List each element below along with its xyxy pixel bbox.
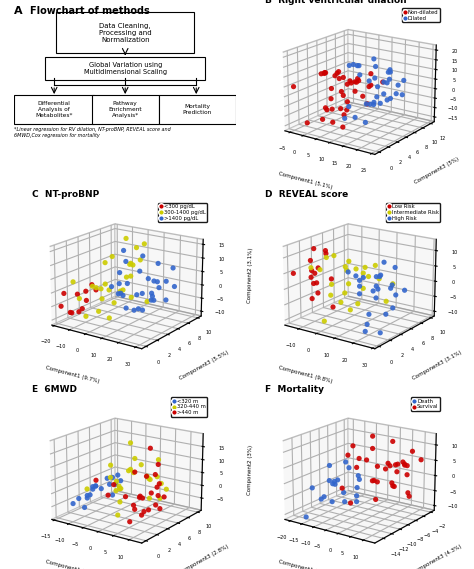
Y-axis label: Component3 (5.5%): Component3 (5.5%): [179, 350, 229, 381]
Text: Global Variation using
Multidimensional Scaling: Global Variation using Multidimensional …: [83, 62, 167, 75]
Y-axis label: Component3 (2.8%): Component3 (2.8%): [179, 544, 229, 569]
X-axis label: Component1 (9.2%): Component1 (9.2%): [45, 559, 100, 569]
FancyBboxPatch shape: [92, 95, 158, 124]
FancyBboxPatch shape: [56, 13, 194, 53]
FancyBboxPatch shape: [158, 95, 236, 124]
Text: D  REVEAL score: D REVEAL score: [265, 190, 348, 199]
Text: Pathway
Enrichment
Analysis*: Pathway Enrichment Analysis*: [109, 101, 142, 118]
X-axis label: Component1 (9.8%): Component1 (9.8%): [278, 365, 333, 384]
Text: F  Mortality: F Mortality: [265, 385, 324, 394]
Legend: <320 m, 320-440 m, >440 m: <320 m, 320-440 m, >440 m: [171, 397, 207, 417]
Text: B  Right ventricular dilation: B Right ventricular dilation: [265, 0, 407, 5]
Legend: <300 pg/dL, 300-1400 pg/dL, >1400 pg/dL: <300 pg/dL, 300-1400 pg/dL, >1400 pg/dL: [158, 203, 207, 222]
Text: E  6MWD: E 6MWD: [32, 385, 77, 394]
Text: *Linear regression for RV dilation, NT-proBNP, REVEAL score and
6MWD,Cox regress: *Linear regression for RV dilation, NT-p…: [14, 127, 171, 138]
X-axis label: Component1 (9.6%): Component1 (9.6%): [278, 559, 333, 569]
Y-axis label: Component3 (4.3%): Component3 (4.3%): [411, 544, 463, 569]
Text: C  NT-proBNP: C NT-proBNP: [32, 190, 100, 199]
Y-axis label: Component3 (3.1%): Component3 (3.1%): [411, 350, 463, 381]
Legend: Low Risk, Intermediate Risk, High Risk: Low Risk, Intermediate Risk, High Risk: [386, 203, 440, 222]
X-axis label: Component1 (5.1%): Component1 (5.1%): [278, 171, 333, 189]
Text: Data Cleaning,
Processing and
Normalization: Data Cleaning, Processing and Normalizat…: [99, 23, 152, 43]
Text: Mortality
Prediction: Mortality Prediction: [182, 104, 212, 115]
Legend: Death, Survival: Death, Survival: [411, 397, 440, 411]
Text: Differential
Analysis of
Metabolites*: Differential Analysis of Metabolites*: [36, 101, 73, 118]
Y-axis label: Component3 (5%): Component3 (5%): [414, 156, 460, 185]
X-axis label: Component1 (9.7%): Component1 (9.7%): [45, 365, 100, 384]
FancyBboxPatch shape: [14, 95, 94, 124]
FancyBboxPatch shape: [46, 57, 205, 80]
Legend: Non-dilated, Dilated: Non-dilated, Dilated: [402, 9, 440, 22]
Text: Flowchart of methods: Flowchart of methods: [30, 6, 149, 16]
Text: A: A: [14, 6, 23, 16]
